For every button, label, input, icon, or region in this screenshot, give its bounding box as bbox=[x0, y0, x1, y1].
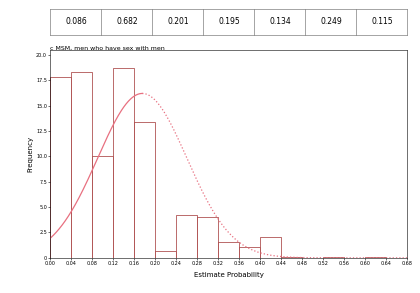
Bar bbox=[176, 215, 197, 258]
Text: 0.682: 0.682 bbox=[116, 18, 138, 26]
Bar bbox=[218, 242, 239, 258]
Bar bbox=[197, 217, 218, 258]
Bar bbox=[323, 257, 344, 258]
Bar bbox=[155, 251, 176, 258]
Bar bbox=[113, 68, 134, 258]
Bar bbox=[71, 72, 92, 258]
Bar bbox=[92, 156, 113, 258]
Bar bbox=[260, 236, 281, 258]
Text: 0.115: 0.115 bbox=[371, 18, 393, 26]
Bar bbox=[365, 257, 386, 258]
Text: 0.086: 0.086 bbox=[65, 18, 87, 26]
Bar bbox=[50, 77, 71, 258]
Bar bbox=[281, 257, 302, 258]
Y-axis label: Frequency: Frequency bbox=[27, 136, 33, 172]
Text: c MSM, men who have sex with men: c MSM, men who have sex with men bbox=[50, 45, 165, 50]
Text: 0.201: 0.201 bbox=[167, 18, 189, 26]
Bar bbox=[239, 247, 260, 258]
X-axis label: Estimate Probability: Estimate Probability bbox=[194, 272, 264, 278]
Text: 0.134: 0.134 bbox=[269, 18, 291, 26]
Text: 0.195: 0.195 bbox=[218, 18, 240, 26]
Bar bbox=[134, 122, 155, 258]
Text: 0.249: 0.249 bbox=[320, 18, 342, 26]
